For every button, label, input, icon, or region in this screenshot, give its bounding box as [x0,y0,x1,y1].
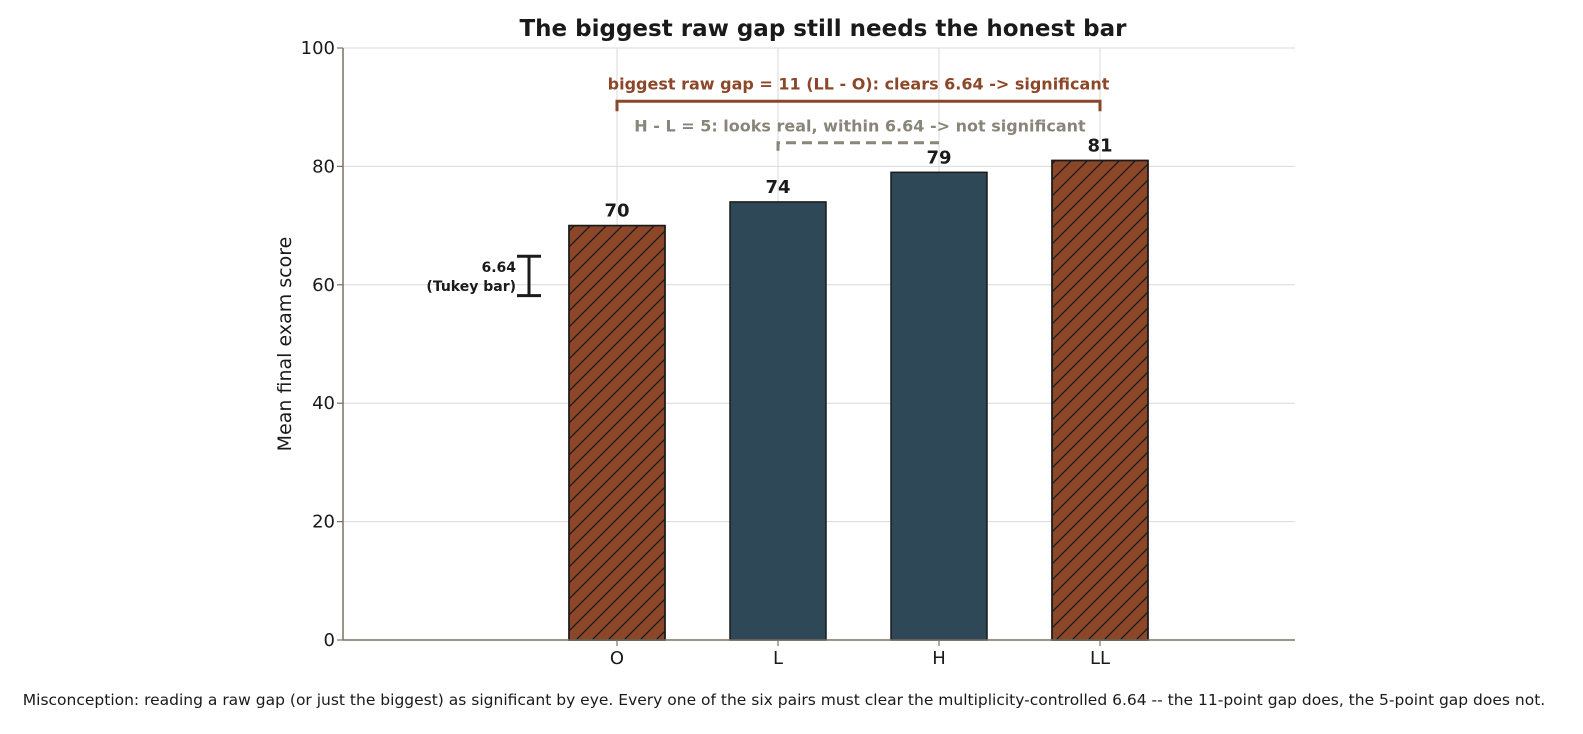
value-label-L: 74 [765,177,790,198]
x-tick-labels: O L H LL [610,640,1110,669]
small-gap-annotation: H - L = 5: looks real, within 6.64 -> no… [634,117,1086,136]
y-tick-label-80: 80 [312,156,335,177]
annotations: biggest raw gap = 11 (LL - O): clears 6.… [426,74,1110,298]
bars [568,159,1149,641]
y-tick-label-60: 60 [312,275,335,296]
value-labels: 70 74 79 81 [604,135,1112,221]
value-label-O: 70 [604,201,629,222]
big-gap-bracket [615,99,1102,112]
y-tick-label-20: 20 [312,512,335,533]
tukey-bar-value: 6.64 [481,260,516,276]
y-tick-label-40: 40 [312,393,335,414]
bar-H [890,171,988,641]
value-label-LL: 81 [1087,135,1112,156]
y-tick-label-0: 0 [324,630,335,651]
x-tick-label-LL: LL [1090,648,1110,669]
tukey-error-bar [517,254,541,298]
value-label-H: 79 [926,147,951,168]
y-tick-label-100: 100 [301,38,335,59]
bar-hatch-LL [1051,159,1149,641]
bar-hatch-O [568,224,666,641]
big-gap-annotation: biggest raw gap = 11 (LL - O): clears 6.… [608,74,1110,93]
chart-caption: Misconception: reading a raw gap (or jus… [23,691,1545,709]
bar-L [729,201,827,641]
x-tick-label-O: O [610,648,624,669]
chart-title: The biggest raw gap still needs the hone… [519,16,1127,42]
small-gap-bracket [776,141,939,151]
y-axis-label: Mean final exam score [274,237,296,452]
axes [342,48,1295,641]
x-tick-label-H: H [932,648,946,669]
tukey-bar-label: (Tukey bar) [426,279,516,295]
x-tick-label-L: L [773,648,783,669]
y-tick-labels: 0 20 40 60 80 100 [301,38,343,651]
